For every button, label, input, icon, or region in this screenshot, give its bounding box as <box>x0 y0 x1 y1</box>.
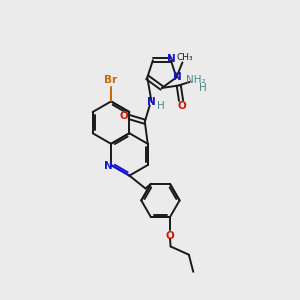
Text: CH₃: CH₃ <box>177 53 194 62</box>
Text: O: O <box>120 111 129 121</box>
Text: Br: Br <box>104 75 118 85</box>
Text: H: H <box>157 101 165 111</box>
Text: N: N <box>173 72 182 82</box>
Text: O: O <box>177 101 186 111</box>
Text: N: N <box>167 54 175 64</box>
Text: NH₂: NH₂ <box>186 75 206 85</box>
Text: O: O <box>166 231 174 241</box>
Text: N: N <box>104 161 112 172</box>
Text: H: H <box>199 83 207 93</box>
Text: N: N <box>147 97 156 107</box>
